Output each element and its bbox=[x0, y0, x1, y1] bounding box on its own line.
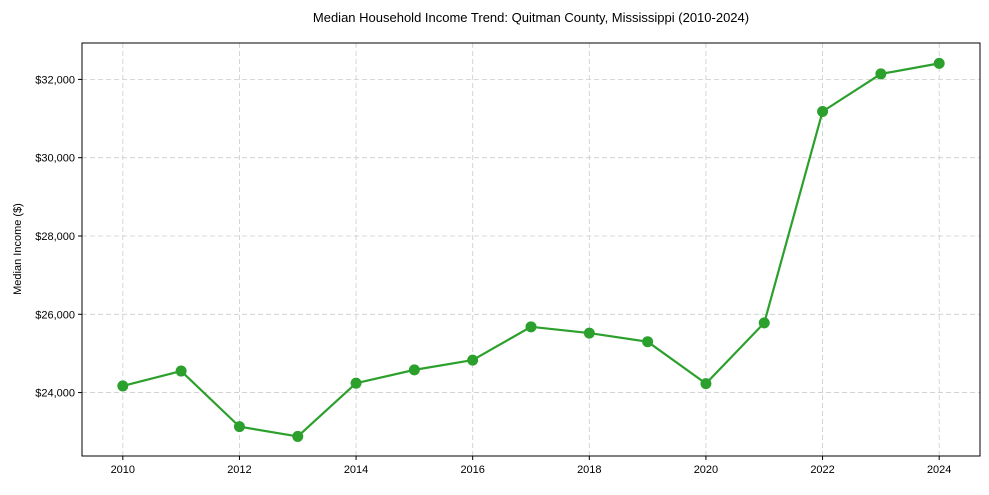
x-tick-label: 2012 bbox=[227, 464, 251, 476]
data-point-2020 bbox=[700, 378, 712, 390]
data-point-2021 bbox=[758, 317, 770, 329]
x-tick-label: 2018 bbox=[577, 464, 601, 476]
y-tick-label: $24,000 bbox=[35, 388, 75, 400]
data-point-2017 bbox=[525, 321, 537, 333]
data-point-2016 bbox=[467, 354, 479, 366]
series-line bbox=[122, 62, 940, 438]
y-tick-label: $32,000 bbox=[35, 74, 75, 86]
y-tick-label: $26,000 bbox=[35, 309, 75, 321]
y-tick-label: $28,000 bbox=[35, 231, 75, 243]
data-point-2010 bbox=[117, 380, 129, 392]
plot-frame bbox=[81, 42, 981, 457]
data-point-2011 bbox=[175, 365, 187, 377]
data-point-2023 bbox=[875, 68, 887, 80]
data-point-2024 bbox=[933, 57, 945, 69]
x-tick-label: 2020 bbox=[694, 464, 718, 476]
data-point-2013 bbox=[292, 430, 304, 442]
data-point-2019 bbox=[642, 336, 654, 348]
data-point-2015 bbox=[408, 364, 420, 376]
data-point-2012 bbox=[233, 421, 245, 433]
y-axis-label: Median Income ($) bbox=[12, 203, 24, 295]
x-tick-label: 2014 bbox=[344, 464, 368, 476]
x-tick-label: 2010 bbox=[111, 464, 135, 476]
data-point-2014 bbox=[350, 377, 362, 389]
y-tick-label: $30,000 bbox=[35, 153, 75, 165]
x-tick-label: 2024 bbox=[927, 464, 951, 476]
chart-title: Median Household Income Trend: Quitman C… bbox=[313, 10, 749, 25]
x-tick-label: 2022 bbox=[810, 464, 834, 476]
data-point-2022 bbox=[817, 106, 829, 118]
x-tick-label: 2016 bbox=[460, 464, 484, 476]
data-point-2018 bbox=[583, 327, 595, 339]
